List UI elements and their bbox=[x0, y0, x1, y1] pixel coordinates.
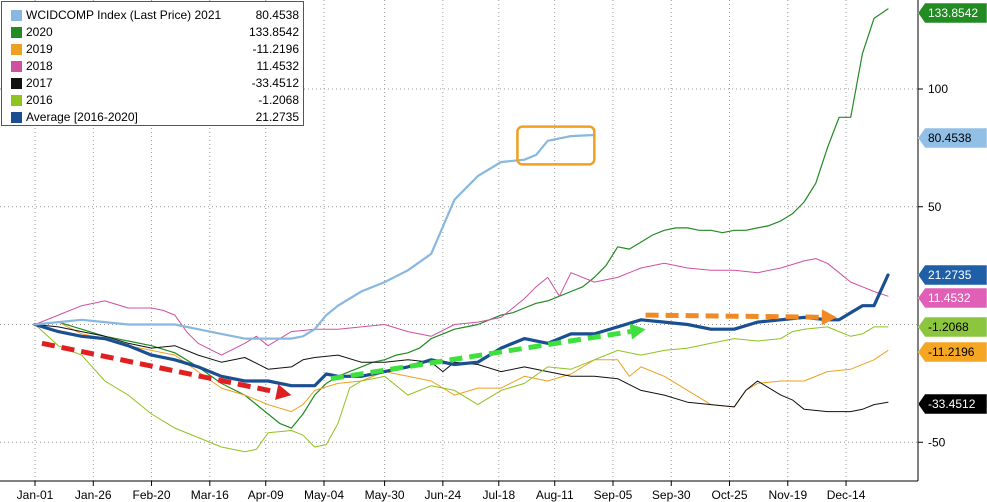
legend-label: 2020 bbox=[26, 25, 53, 39]
legend-label: 2019 bbox=[26, 42, 53, 56]
value-tag-label: -11.2196 bbox=[928, 345, 975, 359]
trend-arrow-shaft bbox=[645, 312, 822, 320]
y-tick-label: 100 bbox=[928, 82, 948, 96]
series-line bbox=[34, 324, 889, 453]
annotations bbox=[41, 125, 837, 400]
legend-value: 80.4538 bbox=[255, 8, 299, 22]
x-tick-label: Aug-11 bbox=[536, 488, 574, 502]
legend-swatch bbox=[11, 9, 22, 21]
x-tick-label: Dec-14 bbox=[827, 488, 866, 502]
value-tag bbox=[917, 316, 987, 338]
value-tag-label: -33.4512 bbox=[928, 397, 976, 411]
legend-item: Average [2016-2020] 21.2735 bbox=[11, 109, 299, 125]
value-tag-label: 133.8542 bbox=[928, 6, 978, 20]
legend-value: -33.4512 bbox=[251, 76, 299, 90]
x-tick-label: Sep-30 bbox=[652, 488, 691, 502]
legend-label: 2016 bbox=[26, 93, 53, 107]
value-tag bbox=[917, 264, 987, 286]
x-tick-label: Mar-16 bbox=[191, 488, 229, 502]
chart-title: WCIDCOMP Index (Last Price) bbox=[26, 8, 192, 22]
legend-value: -1.2068 bbox=[258, 93, 299, 107]
x-tick-label: Jan-01 bbox=[17, 488, 54, 502]
value-tag-label: 11.4532 bbox=[928, 291, 971, 305]
legend-item: 2016 -1.2068 bbox=[11, 92, 299, 108]
series-line bbox=[34, 8, 889, 429]
value-tag bbox=[917, 287, 987, 309]
axis-ticks: Jan-01 Jan-26 Feb-20 Mar-16 Apr-09 May-04 May-… bbox=[17, 82, 949, 502]
x-tick-label: May-30 bbox=[365, 488, 405, 502]
value-tag bbox=[917, 127, 987, 149]
legend-swatch bbox=[11, 111, 22, 123]
legend-swatch bbox=[11, 26, 22, 38]
series-line bbox=[33, 133, 596, 340]
series-line bbox=[34, 324, 889, 413]
legend-item: 2019 -11.2196 bbox=[11, 41, 299, 57]
legend-swatch bbox=[11, 77, 22, 89]
x-tick-label: Apr-09 bbox=[248, 488, 284, 502]
last-value-tags: 133.8542 -11.2196 11.4532 -33.4512 -1.2068 21… bbox=[917, 2, 987, 415]
y-tick-label: -50 bbox=[928, 435, 946, 449]
x-tick-label: Jan-26 bbox=[75, 488, 112, 502]
value-tag-label: 80.4538 bbox=[928, 131, 972, 145]
trend-arrow-head bbox=[821, 309, 837, 326]
legend-swatch bbox=[11, 60, 22, 72]
legend-item: 2018 11.4532 bbox=[11, 58, 299, 74]
x-tick-label: Oct-25 bbox=[712, 488, 748, 502]
axes bbox=[0, 0, 919, 482]
series-line bbox=[34, 258, 889, 356]
trend-arrow-shaft bbox=[41, 340, 278, 395]
legend-label: 2018 bbox=[26, 59, 53, 73]
legend-value: -11.2196 bbox=[252, 42, 299, 56]
legend-item: 2020 133.8542 bbox=[11, 24, 299, 40]
x-tick-label: Nov-19 bbox=[768, 488, 807, 502]
value-tag bbox=[917, 341, 987, 363]
trend-arrow-head bbox=[275, 384, 292, 400]
legend-label: Average [2016-2020] bbox=[26, 110, 138, 124]
legend-item: WCIDCOMP Index (Last Price) 2021 80.4538 bbox=[11, 7, 299, 23]
value-tag-label: 21.2735 bbox=[928, 268, 972, 282]
trend-arrow-head bbox=[629, 323, 646, 340]
x-tick-label: Jun-24 bbox=[425, 488, 462, 502]
legend: WCIDCOMP Index (Last Price) 2021 80.4538… bbox=[1, 1, 304, 126]
value-tag bbox=[917, 393, 987, 415]
legend-value: 133.8542 bbox=[248, 25, 299, 39]
value-tag bbox=[917, 2, 987, 24]
highlight-box bbox=[516, 125, 596, 166]
legend-value: 11.4532 bbox=[256, 59, 300, 73]
legend-value: 21.2735 bbox=[255, 110, 299, 124]
x-tick-label: Jul-18 bbox=[482, 488, 515, 502]
legend-swatch bbox=[11, 94, 22, 106]
value-tag-label: -1.2068 bbox=[928, 320, 969, 334]
x-tick-label: Sep-05 bbox=[594, 488, 633, 502]
x-tick-label: Feb-20 bbox=[133, 488, 171, 502]
legend-label: WCIDCOMP Index (Last Price) 2021 bbox=[26, 8, 256, 22]
legend-series-name: 2021 bbox=[194, 8, 222, 22]
legend-label: 2017 bbox=[26, 76, 53, 90]
y-tick-label: 50 bbox=[928, 200, 942, 214]
trend-arrow-shaft bbox=[330, 329, 632, 382]
x-tick-label: May-04 bbox=[304, 488, 344, 502]
legend-item: 2017 -33.4512 bbox=[11, 75, 299, 91]
legend-swatch bbox=[11, 43, 22, 55]
